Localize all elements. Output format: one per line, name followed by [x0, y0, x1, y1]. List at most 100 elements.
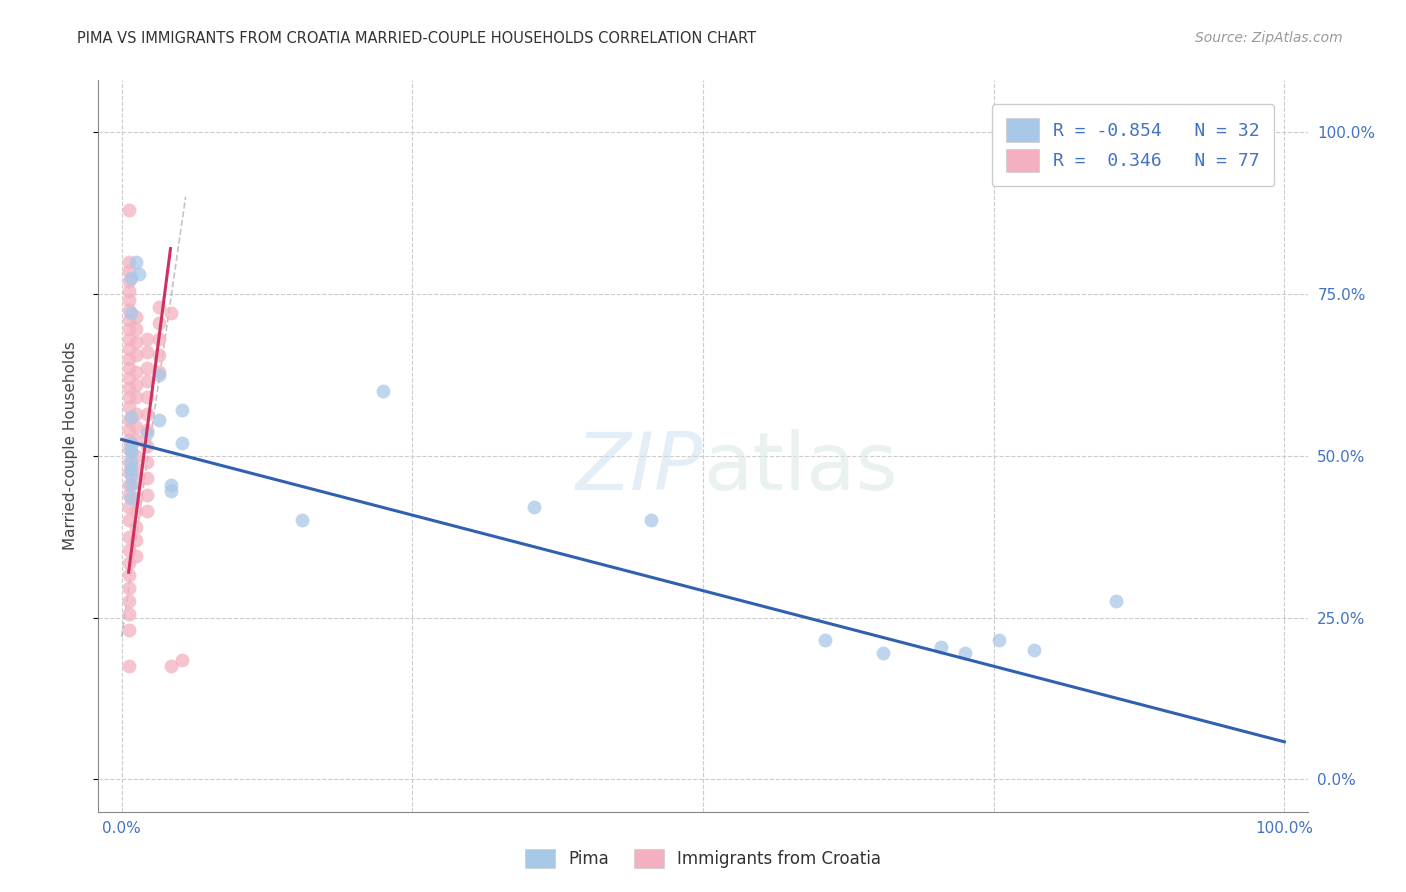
Point — [124, 449, 146, 463]
Point — [118, 202, 141, 217]
Point — [118, 371, 141, 385]
Point — [118, 423, 141, 437]
Text: ZIP: ZIP — [575, 429, 703, 507]
Point — [136, 332, 159, 346]
Point — [120, 306, 142, 320]
Point — [118, 274, 141, 288]
Point — [118, 433, 141, 447]
Point — [148, 368, 170, 382]
Point — [136, 407, 159, 421]
Point — [118, 487, 141, 501]
Point — [120, 491, 142, 505]
Point — [159, 484, 181, 499]
Point — [124, 520, 146, 534]
Point — [118, 607, 141, 622]
Point — [172, 652, 194, 666]
Point — [124, 433, 146, 447]
Point — [118, 530, 141, 544]
Point — [128, 268, 150, 282]
Point — [124, 335, 146, 350]
Point — [136, 455, 159, 469]
Point — [136, 345, 159, 359]
Point — [159, 478, 181, 492]
Point — [136, 504, 159, 518]
Point — [118, 381, 141, 395]
Point — [953, 646, 976, 660]
Point — [120, 409, 142, 424]
Point — [118, 400, 141, 414]
Point — [136, 425, 159, 440]
Point — [124, 504, 146, 518]
Point — [523, 500, 546, 515]
Point — [124, 377, 146, 392]
Point — [814, 633, 837, 648]
Point — [640, 513, 662, 527]
Legend: R = -0.854   N = 32, R =  0.346   N = 77: R = -0.854 N = 32, R = 0.346 N = 77 — [991, 104, 1274, 186]
Point — [118, 413, 141, 427]
Point — [124, 254, 146, 268]
Point — [136, 487, 159, 501]
Point — [120, 461, 142, 475]
Point — [124, 407, 146, 421]
Point — [118, 342, 141, 356]
Point — [124, 322, 146, 336]
Point — [291, 513, 314, 527]
Point — [1024, 643, 1046, 657]
Point — [118, 478, 141, 492]
Point — [136, 361, 159, 376]
Point — [124, 533, 146, 547]
Point — [118, 351, 141, 366]
Text: PIMA VS IMMIGRANTS FROM CROATIA MARRIED-COUPLE HOUSEHOLDS CORRELATION CHART: PIMA VS IMMIGRANTS FROM CROATIA MARRIED-… — [77, 31, 756, 46]
Point — [124, 365, 146, 379]
Point — [124, 491, 146, 505]
Point — [118, 465, 141, 479]
Point — [118, 500, 141, 515]
Point — [118, 624, 141, 638]
Point — [148, 365, 170, 379]
Point — [118, 391, 141, 405]
Point — [120, 455, 142, 469]
Point — [120, 442, 142, 457]
Point — [118, 513, 141, 527]
Point — [148, 332, 170, 346]
Point — [148, 348, 170, 362]
Point — [118, 303, 141, 318]
Y-axis label: Married-couple Households: Married-couple Households — [63, 342, 77, 550]
Point — [172, 403, 194, 417]
Point — [124, 391, 146, 405]
Point — [124, 549, 146, 563]
Text: Source: ZipAtlas.com: Source: ZipAtlas.com — [1195, 31, 1343, 45]
Point — [118, 455, 141, 469]
Point — [118, 542, 141, 557]
Point — [373, 384, 395, 398]
Legend: Pima, Immigrants from Croatia: Pima, Immigrants from Croatia — [519, 842, 887, 875]
Point — [988, 633, 1011, 648]
Point — [148, 316, 170, 330]
Point — [118, 442, 141, 457]
Point — [136, 391, 159, 405]
Point — [118, 284, 141, 298]
Point — [124, 419, 146, 434]
Point — [124, 461, 146, 475]
Point — [1105, 594, 1128, 608]
Point — [124, 475, 146, 489]
Point — [118, 594, 141, 608]
Text: atlas: atlas — [703, 429, 897, 507]
Point — [148, 413, 170, 427]
Point — [118, 264, 141, 278]
Point — [124, 310, 146, 324]
Point — [872, 646, 894, 660]
Point — [159, 306, 181, 320]
Point — [931, 640, 953, 654]
Point — [118, 568, 141, 582]
Point — [118, 582, 141, 596]
Point — [136, 423, 159, 437]
Point — [118, 361, 141, 376]
Point — [118, 293, 141, 308]
Point — [118, 312, 141, 326]
Point — [118, 322, 141, 336]
Point — [124, 348, 146, 362]
Point — [136, 374, 159, 388]
Point — [118, 254, 141, 268]
Point — [118, 556, 141, 570]
